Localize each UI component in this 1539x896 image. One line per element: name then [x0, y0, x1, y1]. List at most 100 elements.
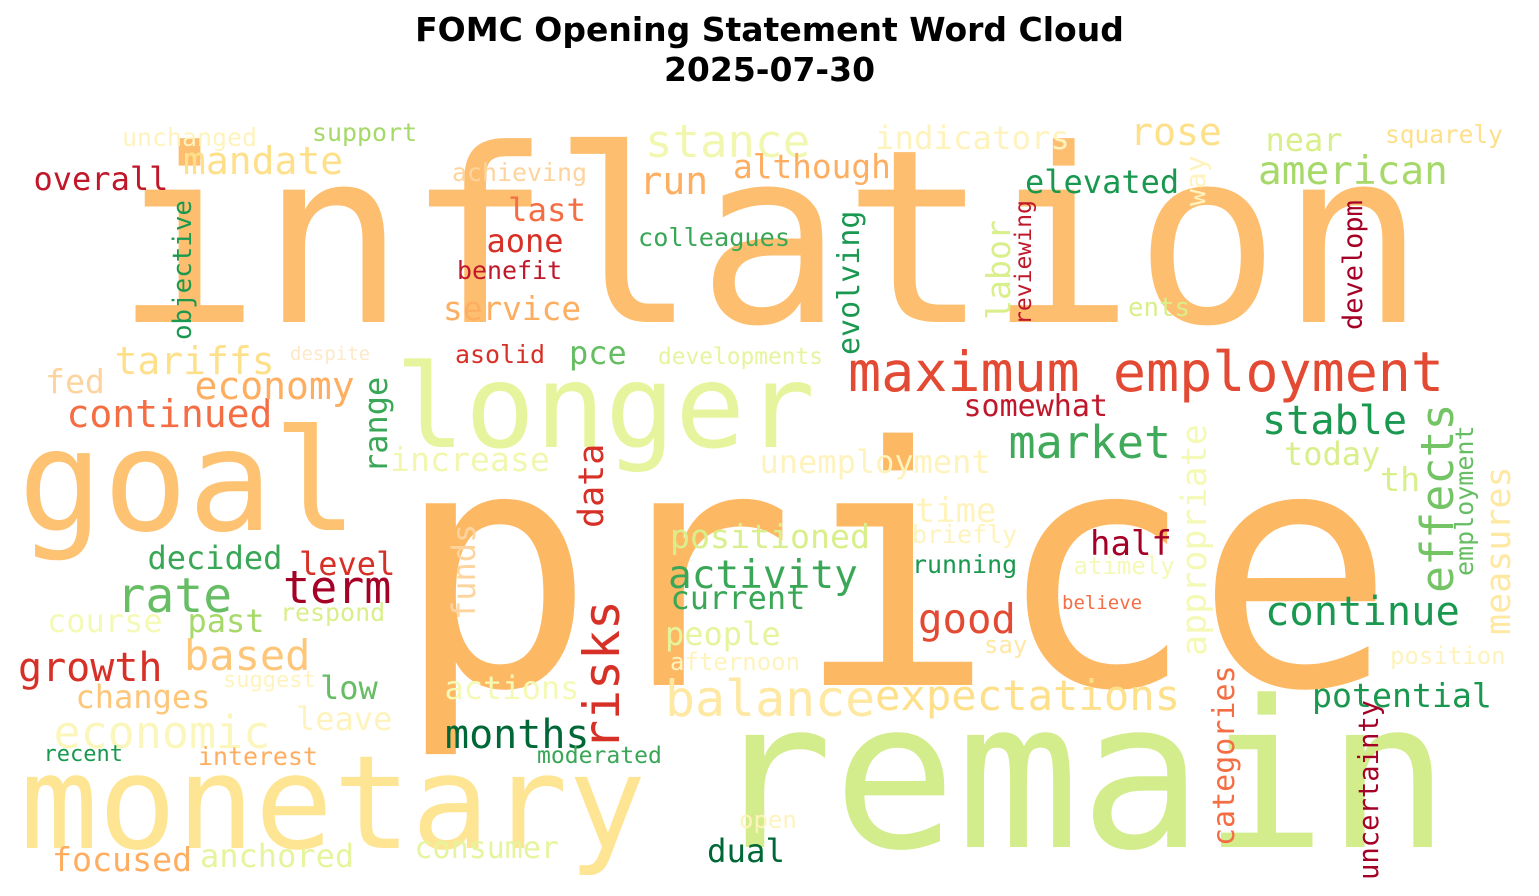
- word-objective: objective: [168, 200, 198, 340]
- word-course: course: [47, 602, 163, 640]
- word-developm: developm: [1337, 200, 1369, 330]
- word-moderated: moderated: [537, 742, 662, 769]
- word-respond: respond: [280, 597, 386, 627]
- word-stance: stance: [645, 115, 811, 168]
- word-asolid: asolid: [455, 339, 546, 369]
- word-ents: ents: [1128, 293, 1190, 323]
- word-service: service: [443, 289, 582, 328]
- word-stable: stable: [1262, 398, 1408, 444]
- word-unemployment: unemployment: [759, 443, 991, 481]
- word-indicators: indicators: [875, 119, 1070, 157]
- word-decided: decided: [147, 539, 283, 577]
- word-say: say: [984, 631, 1028, 659]
- word-longer: longer: [395, 339, 816, 475]
- word-term: term: [283, 561, 392, 614]
- word-people: people: [665, 615, 781, 653]
- word-run: run: [639, 159, 709, 203]
- word-position: position: [1390, 642, 1506, 670]
- word-last: last: [508, 191, 586, 229]
- word-actions: actions: [444, 669, 580, 707]
- chart-title-line-1: FOMC Opening Statement Word Cloud: [415, 10, 1124, 49]
- word-anchored: anchored: [200, 837, 355, 875]
- word-employment: employment: [1450, 424, 1479, 576]
- word-range: range: [357, 376, 395, 473]
- word-measures: measures: [1479, 465, 1519, 635]
- word-evolving: evolving: [832, 210, 867, 356]
- word-growth: growth: [18, 645, 163, 691]
- word-level: level: [299, 545, 396, 583]
- word-good: good: [918, 594, 1016, 643]
- word-months: months: [445, 712, 590, 758]
- word-market: market: [1008, 416, 1172, 469]
- word-inflation: inflation: [114, 98, 1426, 380]
- word-activity: activity: [668, 551, 858, 598]
- word-price: price: [395, 378, 1396, 764]
- word-despite: despite: [290, 342, 371, 365]
- word-balance: balance: [665, 670, 876, 728]
- word-dual: dual: [707, 832, 785, 870]
- word-monetary: monetary: [20, 727, 647, 879]
- word-squarely: squarely: [1385, 120, 1503, 149]
- word-past: past: [187, 602, 265, 640]
- word-half: half: [1090, 524, 1172, 564]
- word-developments: developments: [658, 343, 824, 370]
- word-afternoon: afternoon: [670, 648, 801, 676]
- word-running: running: [912, 549, 1018, 579]
- word-way: way: [1179, 154, 1212, 206]
- word-economic: economic: [53, 706, 271, 759]
- word-funds: funds: [445, 523, 483, 620]
- word-somewhat: somewhat: [963, 389, 1109, 424]
- word-believe: believe: [1062, 591, 1143, 614]
- word-interest: interest: [198, 741, 318, 771]
- word-open: open: [739, 806, 797, 834]
- word-current: current: [670, 579, 806, 617]
- word-focused: focused: [52, 839, 193, 879]
- chart-title: FOMC Opening Statement Word Cloud 2025-0…: [0, 10, 1539, 90]
- word-rose: rose: [1130, 110, 1222, 154]
- word-continue: continue: [1265, 587, 1460, 635]
- word-economy: economy: [194, 364, 355, 408]
- chart-title-line-2: 2025-07-30: [663, 50, 876, 89]
- word-aone: aone: [486, 222, 564, 260]
- word-increase: increase: [390, 439, 550, 479]
- word-near: near: [1265, 121, 1343, 159]
- word-leave: leave: [296, 700, 393, 738]
- word-recent: recent: [43, 742, 123, 767]
- word-today: today: [1284, 435, 1381, 473]
- word-labor: labor: [978, 220, 1018, 320]
- word-categories: categories: [1207, 664, 1242, 846]
- word-pce: pce: [569, 334, 627, 372]
- word-consumer: consumer: [414, 831, 560, 866]
- word-changes: changes: [75, 678, 211, 716]
- word-maximum-employment: maximum employment: [848, 340, 1445, 404]
- word-american: american: [1258, 147, 1448, 194]
- word-low: low: [320, 669, 378, 707]
- word-elevated: elevated: [1025, 163, 1180, 201]
- word-data: data: [572, 443, 612, 528]
- word-colleagues: colleagues: [638, 222, 791, 252]
- word-achieving: achieving: [452, 157, 587, 187]
- word-uncertainty: uncertainty: [1353, 699, 1385, 880]
- word-suggest: suggest: [223, 668, 316, 693]
- word-briefly: briefly: [912, 519, 1018, 549]
- word-time: time: [914, 491, 997, 531]
- word-rate: rate: [116, 568, 233, 624]
- word-fed: fed: [45, 361, 105, 401]
- word-expectations: expectations: [875, 671, 1181, 720]
- word-atimely: atimely: [1073, 552, 1175, 580]
- word-continued: continued: [66, 392, 273, 436]
- word-based: based: [184, 631, 311, 680]
- word-mandate: mandate: [183, 139, 344, 183]
- word-overall: overall: [33, 160, 169, 198]
- word-goal: goal: [18, 400, 358, 564]
- word-remain: remain: [709, 658, 1451, 896]
- word-although: although: [733, 147, 891, 186]
- word-positioned: positioned: [670, 516, 870, 556]
- word-benefit: benefit: [457, 255, 563, 285]
- word-unchanged: unchanged: [122, 122, 257, 152]
- word-potential: potential: [1312, 675, 1492, 715]
- word-support: support: [312, 117, 418, 147]
- word-appropriate: appropriate: [1175, 424, 1215, 656]
- word-reviewing: reviewing: [1010, 200, 1037, 325]
